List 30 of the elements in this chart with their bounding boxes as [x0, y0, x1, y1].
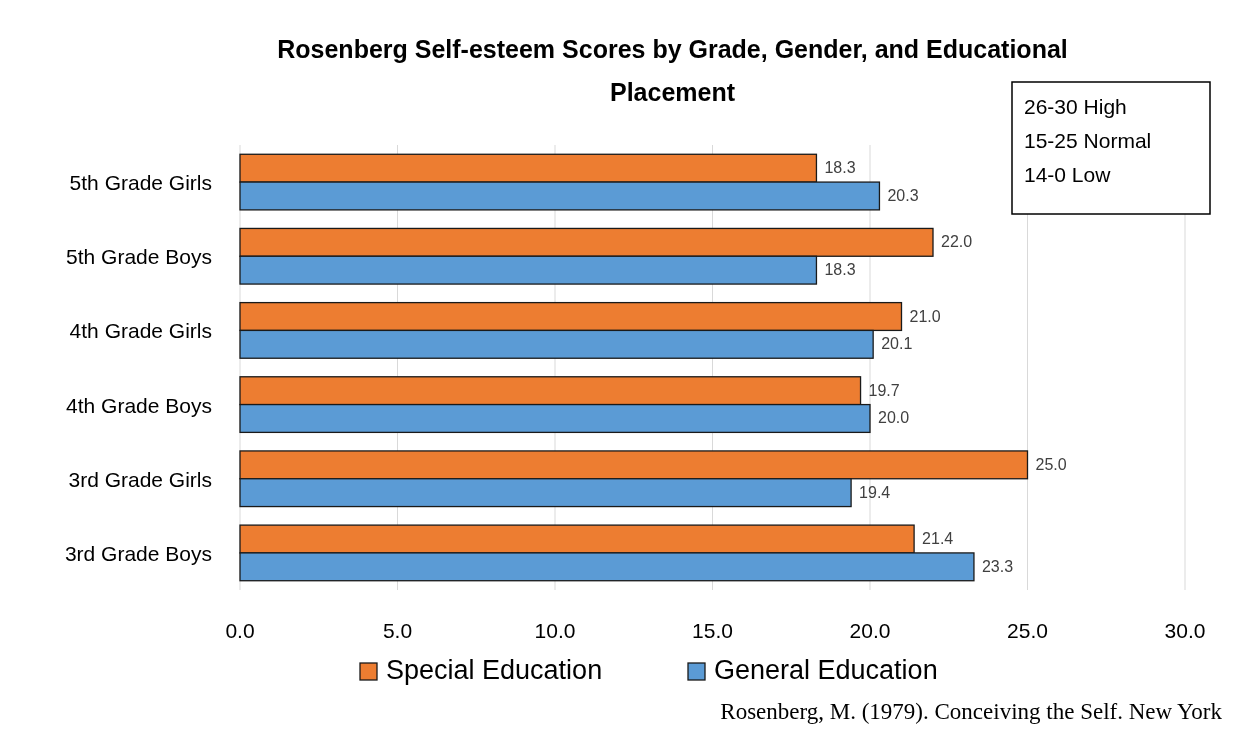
y-tick-label: 5th Grade Boys	[66, 245, 212, 269]
annotation: 15-25 Normal	[1024, 129, 1152, 152]
data-label: 19.7	[868, 381, 900, 399]
legend-label: General Education	[714, 655, 938, 685]
y-tick-label: 5th Grade Girls	[69, 171, 212, 195]
annotation: 14-0 Low	[1024, 163, 1112, 186]
x-tick-label: 25.0	[1007, 619, 1048, 642]
y-tick-label: 3rd Grade Boys	[64, 541, 212, 565]
data-label: 21.0	[909, 307, 941, 325]
data-label: 20.0	[878, 409, 910, 427]
data-label: 20.3	[887, 186, 919, 204]
data-label: 18.3	[824, 159, 856, 177]
x-tick-label: 10.0	[534, 619, 576, 642]
data-label: 20.1	[881, 335, 913, 353]
data-label: 23.3	[981, 557, 1014, 575]
x-tick-label: 15.0	[692, 619, 733, 642]
data-label: 25.0	[1035, 455, 1067, 473]
y-tick-label: 4th Grade Boys	[66, 393, 212, 417]
legend-label: Special Education	[386, 655, 603, 685]
data-label: 22.0	[941, 233, 973, 251]
x-tick-label: 20.0	[849, 619, 891, 642]
x-tick-label: 30.0	[1164, 619, 1206, 642]
y-tick-label: 3rd Grade Girls	[68, 467, 212, 491]
y-tick-label: 4th Grade Girls	[69, 319, 212, 343]
data-label: 19.4	[859, 483, 891, 501]
x-tick-label: 5.0	[382, 619, 413, 642]
text: Rosenberg, M. (1979). Conceiving the Self. New York	[720, 699, 1223, 724]
data-label: 18.3	[824, 261, 856, 279]
x-tick-label: 0.0	[225, 619, 255, 642]
data-label: 21.4	[922, 530, 954, 548]
